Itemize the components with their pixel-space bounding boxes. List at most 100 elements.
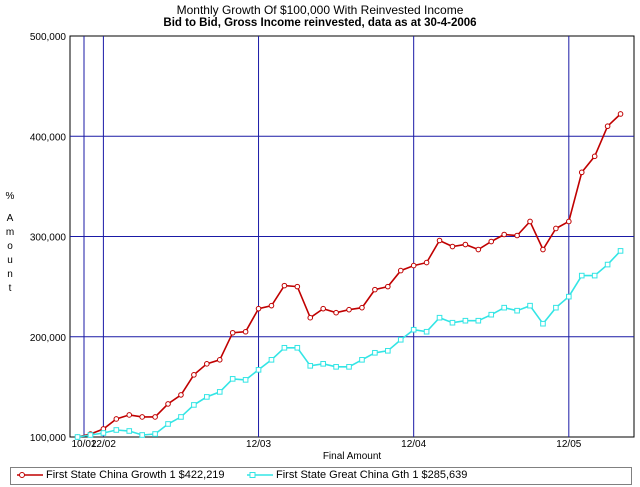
data-point-series-1 — [333, 309, 339, 316]
legend-item-series-2: First State Great China Gth 1 $285,639 — [247, 469, 467, 481]
legend-label-series-1: First State China Growth 1 $422,219 — [46, 469, 225, 481]
data-point-series-2 — [553, 304, 559, 311]
data-point-series-2 — [385, 347, 391, 354]
data-point-series-2 — [514, 307, 520, 314]
data-point-series-1 — [410, 262, 417, 269]
y-axis-label-char: n — [7, 269, 13, 280]
data-point-series-2 — [501, 304, 507, 311]
data-point-series-2 — [242, 377, 249, 383]
data-point-series-1 — [281, 282, 288, 289]
data-point-series-1 — [604, 123, 611, 130]
y-axis-label-char: m — [6, 227, 14, 238]
y-axis-label-char: u — [7, 255, 13, 266]
data-point-series-1 — [553, 225, 559, 232]
data-point-series-2 — [617, 248, 624, 254]
y-tick-label: 300,000 — [30, 233, 67, 244]
data-point-series-1 — [320, 305, 326, 312]
data-point-series-1 — [359, 304, 365, 311]
data-point-series-1 — [540, 246, 546, 253]
data-point-series-2 — [397, 336, 404, 343]
data-point-series-2 — [436, 314, 443, 321]
data-point-series-2 — [216, 389, 223, 395]
chart-subtitle: Bid to Bid, Gross Income reinvested, dat… — [163, 17, 477, 29]
data-point-series-2 — [113, 427, 120, 433]
data-point-series-2 — [294, 344, 301, 351]
data-point-series-1 — [346, 306, 352, 313]
x-axis-label: Final Amount — [323, 451, 382, 462]
y-tick-label: 200,000 — [30, 333, 67, 344]
x-tick-label: 12/03 — [246, 439, 271, 450]
data-point-series-2 — [591, 272, 598, 279]
data-point-series-1 — [229, 329, 236, 336]
data-point-series-1 — [397, 267, 404, 274]
legend: First State China Growth 1 $422,219 Firs… — [10, 467, 632, 485]
y-tick-label: 100,000 — [30, 433, 67, 444]
data-point-series-2 — [165, 421, 171, 427]
data-point-series-1 — [617, 111, 624, 117]
data-point-series-2 — [604, 261, 611, 268]
data-point-series-2 — [281, 344, 288, 351]
data-point-series-2 — [152, 431, 158, 437]
data-point-series-1 — [488, 238, 495, 245]
data-point-series-1 — [578, 169, 585, 176]
data-point-series-1 — [527, 218, 533, 225]
data-point-series-1 — [126, 412, 133, 418]
data-point-series-1 — [385, 283, 391, 290]
data-point-series-2 — [566, 293, 572, 300]
y-tick-label: 500,000 — [30, 32, 67, 43]
data-point-series-1 — [191, 372, 197, 378]
data-point-series-2 — [320, 361, 326, 367]
data-point-series-2 — [74, 434, 81, 440]
data-point-series-1 — [294, 283, 301, 290]
x-tick-label: 12/04 — [401, 439, 426, 450]
data-point-series-1 — [307, 314, 314, 321]
data-point-series-1 — [449, 243, 456, 250]
data-point-series-2 — [449, 319, 456, 326]
legend-label-series-2: First State Great China Gth 1 $285,639 — [276, 469, 468, 481]
data-point-series-1 — [178, 392, 184, 398]
line-chart: 100,000 200,000 300,000 400,000 500,000 10/02… — [6, 32, 635, 462]
data-point-series-2 — [527, 302, 533, 309]
data-point-series-2 — [191, 402, 197, 408]
data-point-series-1 — [152, 414, 158, 420]
y-axis-label-char: % — [6, 191, 15, 202]
x-tick-label: 10/02 — [71, 439, 96, 450]
data-point-series-1 — [501, 231, 507, 238]
data-point-series-1 — [216, 357, 223, 363]
data-point-series-2 — [100, 430, 107, 436]
data-point-series-2 — [204, 394, 210, 400]
data-point-series-2 — [359, 357, 365, 363]
data-point-series-2 — [462, 317, 469, 324]
data-point-series-2 — [540, 320, 546, 327]
y-axis-label-char: t — [9, 283, 12, 294]
data-point-series-2 — [475, 317, 482, 324]
data-point-series-2 — [423, 328, 430, 335]
data-point-series-1 — [462, 241, 469, 248]
data-point-series-2 — [333, 364, 339, 370]
data-point-series-2 — [87, 432, 94, 438]
data-point-series-1 — [372, 286, 378, 293]
data-point-series-2 — [372, 349, 378, 356]
data-point-series-1 — [165, 401, 171, 407]
data-point-series-2 — [307, 363, 314, 369]
data-point-series-1 — [242, 328, 249, 335]
y-axis-label-char: A — [7, 213, 14, 224]
data-point-series-1 — [514, 232, 520, 239]
x-tick-label: 12/02 — [91, 439, 116, 450]
data-point-series-1 — [113, 416, 120, 422]
data-point-series-2 — [229, 376, 236, 382]
data-point-series-2 — [346, 364, 352, 370]
data-point-series-2 — [126, 428, 133, 434]
data-point-series-2 — [178, 414, 184, 420]
legend-marker-cyan-line-icon — [247, 472, 273, 479]
data-point-series-1 — [423, 259, 430, 266]
data-point-series-2 — [488, 311, 495, 318]
legend-marker-red-line-icon — [17, 472, 43, 479]
data-point-series-1 — [255, 305, 262, 312]
data-point-series-1 — [566, 218, 572, 225]
x-tick-label: 12/05 — [556, 439, 581, 450]
y-axis-label-char: o — [7, 241, 13, 252]
data-point-series-1 — [204, 361, 210, 367]
legend-item-series-1: First State China Growth 1 $422,219 — [17, 469, 225, 481]
data-point-series-2 — [578, 272, 585, 279]
